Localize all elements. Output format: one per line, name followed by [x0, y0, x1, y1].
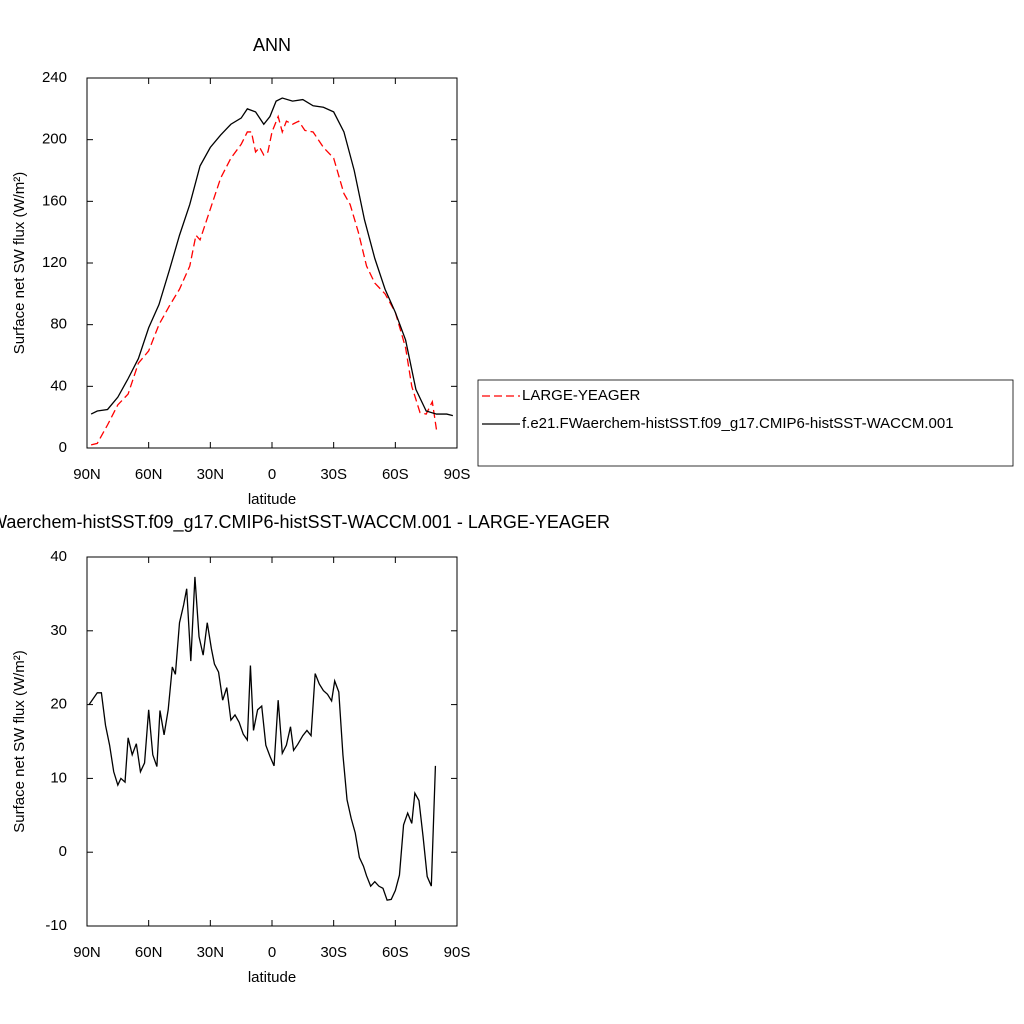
y-tick-label: 240	[42, 69, 67, 86]
legend-label: f.e21.FWaerchem-histSST.f09_g17.CMIP6-hi…	[522, 415, 954, 432]
y-tick-label: 40	[50, 377, 67, 394]
y-tick-label: -10	[45, 917, 67, 934]
x-tick-label: 60N	[135, 944, 163, 961]
y-tick-label: 30	[50, 622, 67, 639]
y-tick-label: 200	[42, 131, 67, 148]
x-tick-label: 30N	[197, 944, 225, 961]
chart-title: ANN	[253, 35, 291, 55]
chart-title: f.e21.FWaerchem-histSST.f09_g17.CMIP6-hi…	[0, 512, 610, 533]
data-line	[90, 97, 454, 417]
x-tick-label: 60S	[382, 466, 409, 483]
x-tick-label: 60N	[135, 466, 163, 483]
y-tick-label: 80	[50, 316, 67, 333]
legend-label: LARGE-YEAGER	[522, 387, 641, 404]
data-line	[88, 576, 437, 901]
y-tick-label: 120	[42, 254, 67, 271]
y-tick-label: 0	[59, 439, 67, 456]
y-tick-label: 40	[50, 548, 67, 565]
plot-frame	[86, 556, 458, 927]
x-tick-label: 30S	[320, 944, 347, 961]
x-tick-label: 30S	[320, 466, 347, 483]
x-tick-label: 90N	[73, 466, 101, 483]
x-tick-label: 30N	[197, 466, 225, 483]
y-axis-label: Surface net SW flux (W/m²)	[11, 650, 28, 833]
x-tick-label: 60S	[382, 944, 409, 961]
data-line	[90, 114, 438, 446]
x-tick-label: 90S	[444, 944, 471, 961]
x-tick-label: 90S	[444, 466, 471, 483]
y-axis-label: Surface net SW flux (W/m²)	[11, 172, 28, 355]
y-tick-label: 20	[50, 696, 67, 713]
x-tick-label: 90N	[73, 944, 101, 961]
x-tick-label: 0	[268, 944, 276, 961]
x-axis-label: latitude	[248, 969, 296, 986]
y-tick-label: 10	[50, 769, 67, 786]
x-tick-label: 0	[268, 466, 276, 483]
legend-box	[477, 379, 1014, 467]
y-tick-label: 0	[59, 843, 67, 860]
y-tick-label: 160	[42, 192, 67, 209]
x-axis-label: latitude	[248, 491, 296, 508]
